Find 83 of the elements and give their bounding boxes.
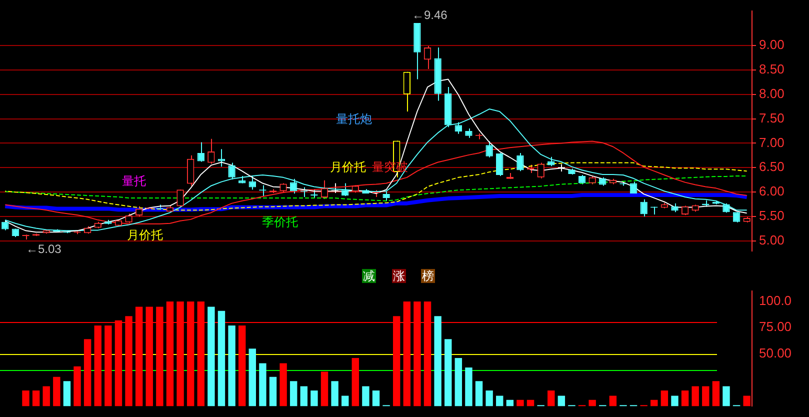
bar xyxy=(248,348,256,406)
bar xyxy=(486,390,493,406)
candlestick xyxy=(537,162,544,179)
candlestick xyxy=(516,152,524,172)
bar xyxy=(42,386,50,406)
candlestick xyxy=(465,128,472,138)
bar xyxy=(681,390,689,406)
bar xyxy=(22,390,30,406)
bar xyxy=(558,396,566,406)
y-tick-label: 100.0 xyxy=(759,293,792,308)
y-tick-label: 50.00 xyxy=(759,345,792,360)
line-series xyxy=(4,175,748,202)
bar xyxy=(53,376,60,406)
annotation: ←5.03 xyxy=(26,242,62,256)
bar xyxy=(320,372,328,406)
bar xyxy=(280,363,287,406)
candlestick xyxy=(403,71,411,112)
bar xyxy=(722,386,730,406)
y-tick-label: 9.00 xyxy=(759,37,784,52)
candlestick xyxy=(496,152,504,176)
bar xyxy=(269,376,277,406)
bar xyxy=(671,396,678,406)
y-tick-label: 75.00 xyxy=(759,319,792,334)
y-tick-label: 8.50 xyxy=(759,62,784,76)
candlestick xyxy=(424,45,432,70)
bar xyxy=(63,381,71,406)
bar xyxy=(434,316,442,406)
bar xyxy=(341,396,349,406)
bar xyxy=(444,339,452,406)
bar xyxy=(259,363,266,406)
bar xyxy=(372,390,380,406)
bar xyxy=(548,390,555,406)
y-tick-label: 8.00 xyxy=(759,86,784,101)
bar xyxy=(609,396,617,406)
text: 榜 xyxy=(421,269,435,283)
candlestick xyxy=(176,189,184,208)
annotation: 季价托 xyxy=(262,215,298,229)
bar xyxy=(331,381,338,406)
bar xyxy=(218,310,226,406)
bar xyxy=(588,400,596,406)
bar xyxy=(94,326,102,406)
bar xyxy=(743,396,750,406)
y-tick-label: 7.00 xyxy=(759,134,784,150)
bar xyxy=(104,326,112,406)
text: 涨 xyxy=(392,269,406,283)
text: 减 xyxy=(362,269,376,283)
bar xyxy=(454,358,462,406)
bar xyxy=(208,306,215,406)
bar xyxy=(32,390,40,406)
candlestick xyxy=(228,162,236,180)
candlestick xyxy=(186,154,194,186)
y-tick-label: 5.00 xyxy=(759,232,784,248)
bar xyxy=(702,386,710,406)
candlestick xyxy=(382,191,390,202)
bar xyxy=(84,339,92,406)
bar xyxy=(310,390,318,406)
annotation: 量托 xyxy=(122,174,146,188)
candlestick xyxy=(218,148,226,168)
annotation: ←9.46 xyxy=(412,8,448,22)
bar xyxy=(465,367,472,406)
y-tick-label: 6.00 xyxy=(759,184,784,199)
bar xyxy=(660,390,668,406)
bar xyxy=(300,386,308,406)
bar xyxy=(692,386,699,406)
bar xyxy=(496,396,504,406)
bar xyxy=(516,400,524,406)
bar xyxy=(290,381,298,406)
annotation: 月价托 xyxy=(127,228,163,242)
bar xyxy=(526,400,534,406)
y-tick-label: 6.50 xyxy=(759,159,784,174)
bar xyxy=(475,381,483,406)
y-tick-label: 7.50 xyxy=(759,110,784,126)
bar xyxy=(650,400,658,406)
bar xyxy=(352,358,360,406)
bar xyxy=(506,400,514,406)
candlestick xyxy=(341,182,349,196)
bar xyxy=(228,326,236,406)
candlestick xyxy=(640,198,648,218)
y-tick-label: 5.50 xyxy=(759,208,784,224)
bar xyxy=(74,366,81,406)
bar xyxy=(362,386,370,406)
bar xyxy=(712,381,720,406)
bar xyxy=(238,326,246,406)
